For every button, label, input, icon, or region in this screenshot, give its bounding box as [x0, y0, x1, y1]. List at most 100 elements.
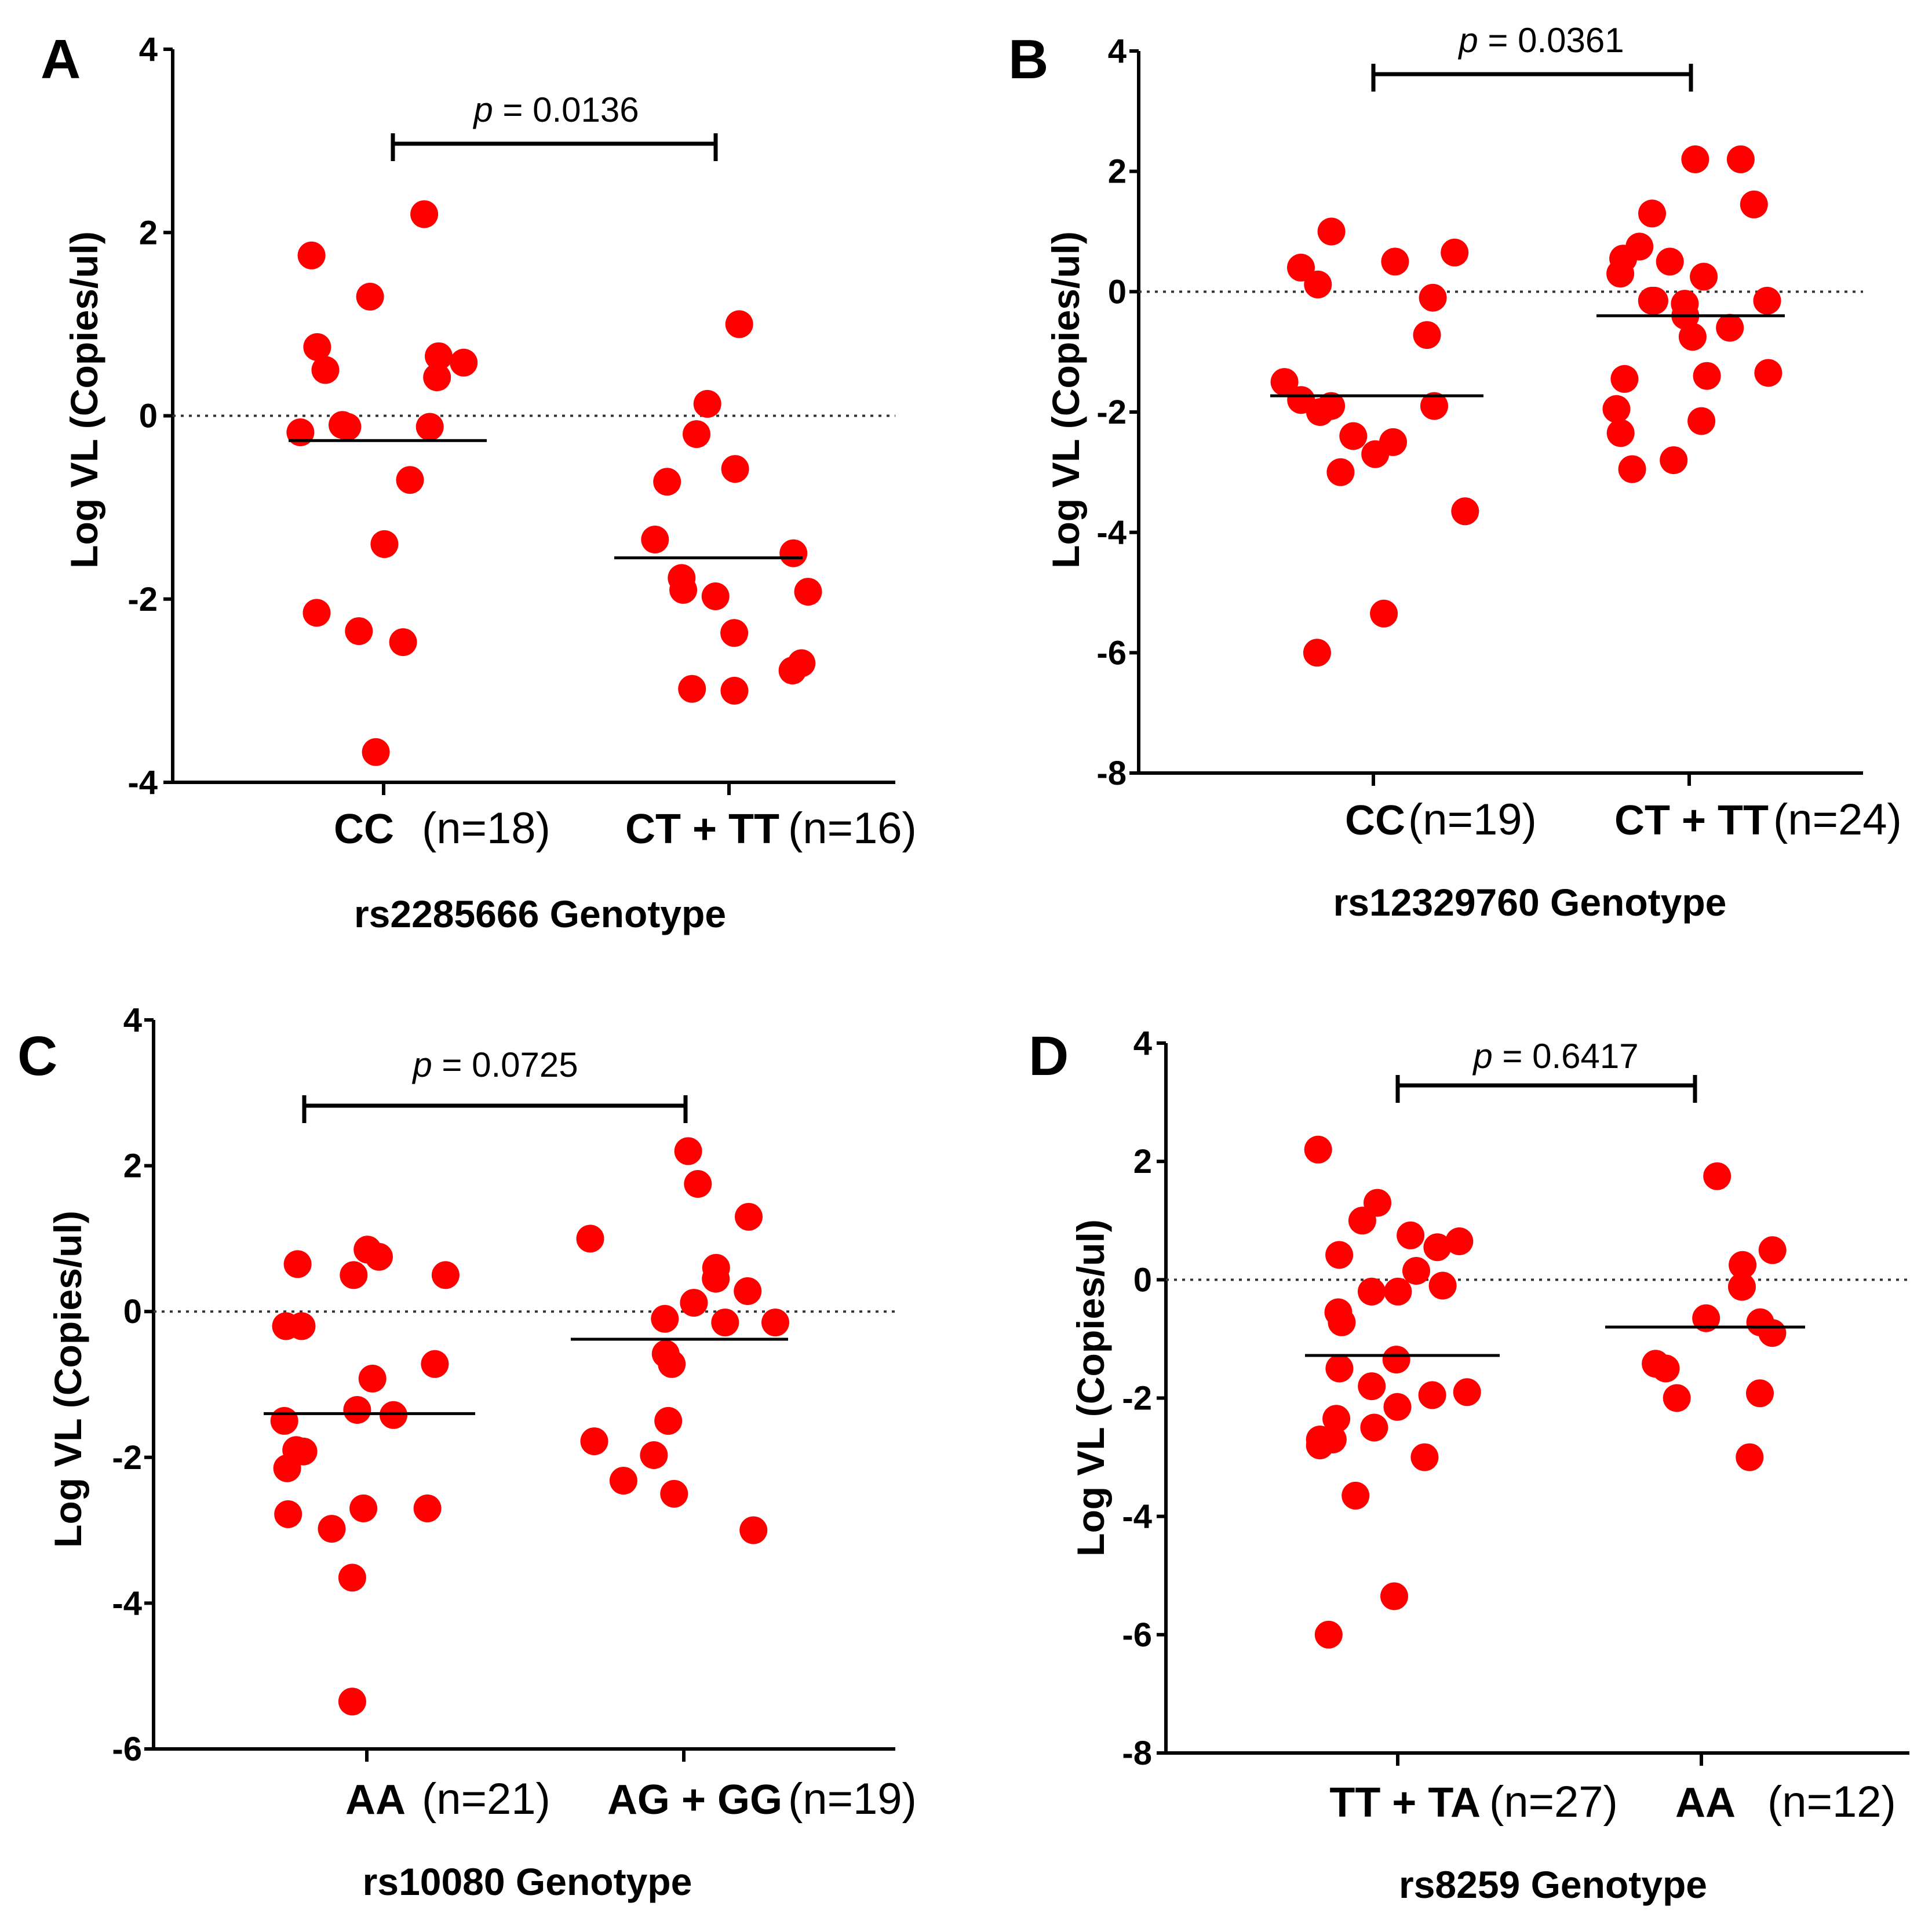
data-point	[1441, 238, 1469, 267]
data-point	[1325, 1241, 1354, 1269]
data-point	[1687, 407, 1716, 435]
data-point	[1328, 1308, 1356, 1336]
y-tick-label: -8	[1096, 755, 1127, 792]
data-point	[1618, 455, 1646, 483]
x-axis-title: rs10080 Genotype	[363, 1860, 692, 1903]
data-point	[1693, 362, 1721, 390]
data-point	[1728, 1273, 1756, 1301]
data-point	[1380, 1582, 1408, 1610]
data-point	[1381, 247, 1409, 276]
data-point	[1652, 1354, 1680, 1383]
data-point	[735, 1202, 763, 1231]
data-point	[1428, 1271, 1457, 1300]
panel-b: B Log VL (Copies/ul) rs12329760 Genotype…	[1008, 21, 1902, 924]
p-symbol: p	[472, 90, 493, 129]
category-label-1: CC	[1345, 797, 1405, 844]
data-point	[654, 1406, 683, 1435]
data-point	[1384, 1277, 1412, 1306]
panel-letter: D	[1029, 1025, 1069, 1087]
y-tick-label: 0	[139, 398, 158, 435]
data-point	[318, 1515, 346, 1543]
y-tick-label: 2	[123, 1147, 142, 1185]
data-point	[1317, 217, 1346, 246]
data-point	[1382, 1346, 1410, 1374]
y-tick-label: 0	[123, 1293, 142, 1331]
data-point	[734, 1277, 762, 1305]
data-point	[413, 1494, 442, 1522]
data-point	[1322, 1405, 1351, 1433]
data-point	[1358, 1277, 1386, 1306]
p-value-text: = 0.0136	[493, 90, 639, 129]
p-value-text: = 0.0725	[432, 1045, 578, 1084]
data-point	[1453, 1378, 1481, 1406]
data-point	[415, 413, 444, 441]
data-point	[660, 1479, 688, 1508]
data-point	[1758, 1319, 1787, 1347]
data-point	[1754, 359, 1782, 387]
data-point	[450, 348, 478, 377]
data-point	[653, 468, 681, 496]
data-point	[370, 530, 399, 558]
y-tick-label: -4	[1122, 1498, 1152, 1536]
category-label-2: AA	[1675, 1780, 1736, 1826]
data-point	[1753, 286, 1781, 315]
panel-letter: B	[1008, 28, 1048, 90]
data-point	[721, 455, 749, 483]
y-tick-label: 4	[1133, 1025, 1152, 1062]
data-point	[576, 1224, 604, 1253]
data-point	[273, 1454, 301, 1482]
category-n-2: (n=24)	[1773, 795, 1902, 844]
y-tick-label: 4	[1108, 32, 1127, 70]
data-point	[343, 1396, 371, 1424]
panel-a: A Log VL (Copies/ul) rs2285666 Genotype …	[41, 28, 917, 935]
data-point	[1663, 1384, 1691, 1412]
data-point	[1303, 639, 1331, 667]
y-tick-label: 2	[1133, 1143, 1152, 1180]
data-point	[358, 1364, 387, 1393]
data-point	[410, 200, 439, 228]
data-point	[345, 617, 373, 646]
y-tick-label: 2	[1108, 153, 1127, 191]
p-symbol: p	[1472, 1037, 1492, 1076]
data-point	[1348, 1207, 1376, 1235]
data-point	[1640, 286, 1668, 315]
p-value-label: p = 0.0136	[472, 90, 639, 129]
y-tick-label: -2	[1122, 1380, 1152, 1417]
data-point	[658, 1350, 686, 1378]
y-axis-title: Log VL (Copies/ul)	[1044, 231, 1087, 568]
data-point	[338, 1564, 366, 1592]
p-value-label: p = 0.0361	[1457, 21, 1624, 60]
data-point	[365, 1242, 393, 1271]
data-point	[1304, 1135, 1332, 1164]
data-point	[1361, 440, 1390, 468]
data-point	[1746, 1379, 1774, 1408]
data-point	[431, 1261, 460, 1289]
p-value-label: p = 0.0725	[411, 1045, 578, 1084]
category-label-2: AG + GG	[607, 1777, 782, 1823]
data-point	[423, 363, 451, 392]
y-tick-label: -8	[1122, 1734, 1152, 1772]
data-point	[1656, 247, 1684, 276]
data-point	[651, 1304, 679, 1333]
data-point	[580, 1427, 608, 1456]
data-point	[329, 411, 356, 439]
data-point	[1606, 260, 1635, 288]
data-point	[1418, 1381, 1446, 1409]
data-point	[1678, 323, 1707, 351]
data-point	[701, 582, 730, 610]
data-point	[1360, 1413, 1388, 1442]
y-axis-title: Log VL (Copies/ul)	[63, 231, 105, 568]
x-axis-title: rs12329760 Genotype	[1333, 881, 1727, 924]
data-point	[356, 282, 384, 311]
data-point	[283, 1250, 312, 1278]
data-point	[720, 619, 749, 647]
data-point	[1606, 419, 1635, 447]
category-n-2: (n=16)	[788, 804, 917, 853]
y-tick-label: -6	[112, 1730, 142, 1768]
category-n-1: (n=21)	[422, 1774, 551, 1824]
panel-d: D Log VL (Copies/ul) rs8259 Genotype TT …	[1029, 1025, 1909, 1906]
data-point	[1703, 1162, 1731, 1190]
y-tick-label: -4	[127, 764, 158, 801]
data-point	[684, 1170, 712, 1198]
data-point	[1638, 199, 1666, 228]
